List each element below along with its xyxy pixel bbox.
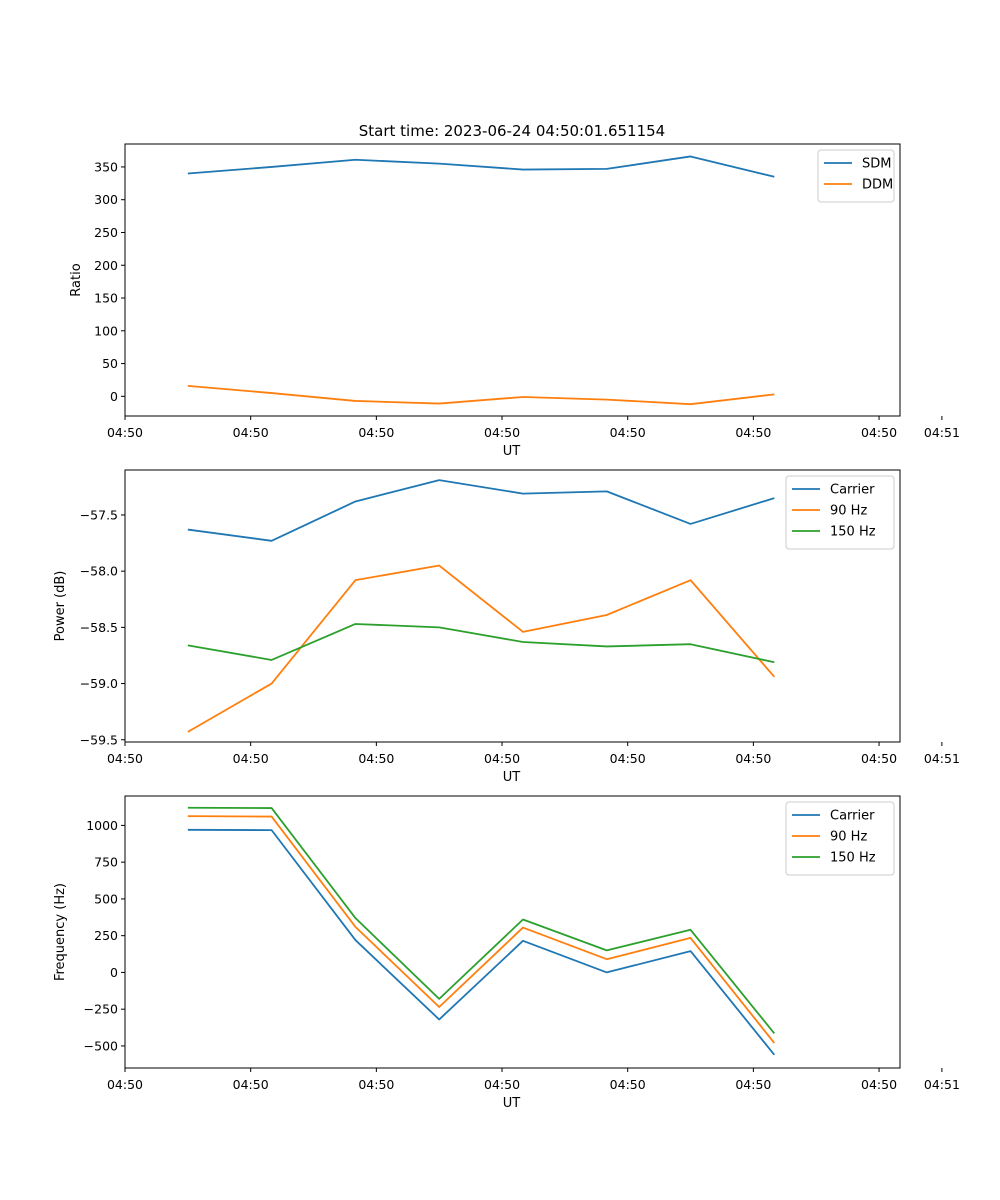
y-tick-label: −58.0 [80,564,118,579]
legend: Carrier 90 Hz 150 Hz [785,475,895,550]
y-tick-label: 300 [94,192,118,207]
series-line-carrier [187,828,776,1056]
x-tick-label: 04:50 [610,751,646,766]
axes-frame [124,795,901,1069]
y-tick-label: 150 [94,291,118,306]
series-line-carrier [187,479,775,542]
x-tick-label: 04:50 [484,1077,520,1092]
x-tick-label: 04:50 [107,1077,143,1092]
legend: SDM DDM [817,149,895,203]
x-tick-label: 04:50 [735,425,771,440]
x-tick-label: 04:50 [233,751,269,766]
legend-label: SDM [862,157,891,172]
y-axis-label: Frequency (Hz) [53,883,68,981]
y-tick-label: 50 [102,356,118,371]
y-tick-label: −58.5 [80,620,118,635]
x-tick-label: 04:50 [610,425,646,440]
legend: Carrier 90 Hz 150 Hz [785,801,895,876]
y-tick-label: 100 [94,323,118,338]
x-tick-label: 04:51 [924,1077,960,1092]
legend-label: Carrier [830,483,875,498]
axes-frame [124,143,901,417]
x-tick-label: 04:50 [484,425,520,440]
x-tick-label: 04:50 [107,425,143,440]
legend-label: 90 Hz [830,830,867,845]
subplot-1: 0 50 100 150 200 250 300 350 04:50 04:50 04:50 04:5… [69,143,960,459]
x-tick-label: 04:50 [233,425,269,440]
legend-label: 150 Hz [830,851,876,866]
x-axis-label: UT [503,1096,521,1111]
x-tick-label: 04:50 [735,1077,771,1092]
series-line-90-hz [187,815,776,1044]
x-tick-label: 04:50 [861,425,897,440]
y-tick-label: 0 [110,389,118,404]
x-tick-label: 04:50 [358,1077,394,1092]
x-tick-label: 04:50 [358,425,394,440]
y-tick-label: 750 [94,855,118,870]
y-tick-label: −250 [84,1002,118,1017]
x-tick-label: 04:50 [107,751,143,766]
legend-label: 90 Hz [830,504,867,519]
x-tick-label: 04:50 [358,751,394,766]
x-tick-label: 04:51 [924,751,960,766]
y-tick-label: 500 [94,891,118,906]
x-tick-label: 04:50 [233,1077,269,1092]
y-tick-label: 1000 [86,818,118,833]
series-line-sdm [187,155,775,178]
series-line-90-hz [187,564,776,733]
y-tick-label: 200 [94,258,118,273]
legend-label: DDM [862,178,893,193]
x-tick-label: 04:50 [861,1077,897,1092]
legend-label: Carrier [830,809,875,824]
x-axis-label: UT [503,444,521,459]
x-tick-label: 04:51 [924,425,960,440]
figure-title: Start time: 2023-06-24 04:50:01.651154 [359,122,665,140]
x-tick-label: 04:50 [861,751,897,766]
y-tick-label: 350 [94,159,118,174]
x-tick-label: 04:50 [484,751,520,766]
y-tick-label: 250 [94,928,118,943]
x-tick-label: 04:50 [610,1077,646,1092]
y-tick-label: −57.5 [80,507,118,522]
y-tick-label: −500 [84,1038,118,1053]
y-axis-label: Ratio [69,263,84,296]
series-line-150-hz [187,623,775,664]
y-tick-label: 250 [94,225,118,240]
x-axis-label: UT [503,770,521,785]
y-axis-label: Power (dB) [53,571,68,642]
series-line-150-hz [187,806,776,1035]
y-tick-label: −59.0 [80,676,118,691]
legend-label: 150 Hz [830,525,876,540]
axes-frame [124,469,901,743]
subplot-3: −500 −250 0 250 500 750 1000 04:50 04:50 04:50 04:… [53,795,960,1111]
y-tick-label: 0 [110,965,118,980]
y-tick-label: −59.5 [80,732,118,747]
x-tick-label: 04:50 [735,751,771,766]
subplot-2: −59.5 −59.0 −58.5 −58.0 −57.5 04:50 04:50 04:50… [53,469,960,785]
series-line-ddm [187,384,775,406]
